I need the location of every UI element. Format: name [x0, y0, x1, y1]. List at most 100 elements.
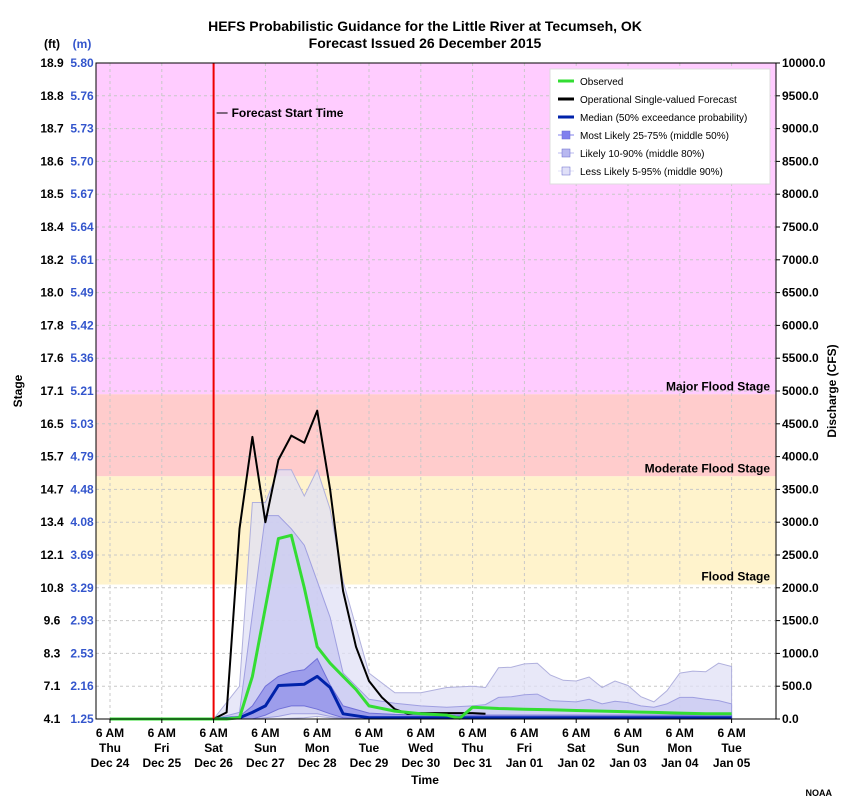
x-tick-label: Dec 25 [142, 756, 181, 770]
left-tick-ft: 18.9 [40, 56, 64, 70]
x-tick-label: 6 AM [355, 726, 383, 740]
x-tick-label: Sat [567, 741, 586, 755]
left-tick-m: 5.70 [70, 154, 94, 168]
legend-label: Most Likely 25-75% (middle 50%) [580, 131, 729, 142]
left-tick-m: 4.08 [70, 515, 94, 529]
x-tick-label: 6 AM [251, 726, 279, 740]
left-tick-m: 5.80 [70, 56, 94, 70]
x-tick-label: Jan 03 [609, 756, 647, 770]
x-tick-label: Dec 31 [453, 756, 492, 770]
left-tick-m: 3.69 [70, 548, 94, 562]
y-axis-title-right: Discharge (CFS) [825, 344, 839, 437]
x-tick-label: 6 AM [562, 726, 590, 740]
x-axis-title: Time [411, 773, 439, 787]
flood-zone-label: Major Flood Stage [666, 379, 770, 393]
legend-label: Operational Single-valued Forecast [580, 95, 737, 106]
y-axis-title-left: Stage [11, 374, 25, 407]
left-tick-m: 4.79 [70, 450, 94, 464]
x-tick-label: 6 AM [458, 726, 486, 740]
left-tick-m: 5.36 [70, 351, 94, 365]
x-tick-label: Sun [617, 741, 640, 755]
x-tick-label: Thu [99, 741, 121, 755]
right-tick-label: 1000.0 [782, 646, 819, 660]
right-tick-label: 3500.0 [782, 482, 819, 496]
credit-noaa: NOAA [806, 788, 833, 798]
flood-zone-labels: Major Flood Stage Moderate Flood Stage Flo… [645, 379, 771, 583]
left-tick-m: 5.03 [70, 417, 94, 431]
x-tick-label: 6 AM [96, 726, 124, 740]
x-tick-label: Jan 05 [713, 756, 751, 770]
flood-zone-band [96, 394, 776, 477]
left-tick-m: 1.25 [70, 712, 94, 726]
legend-label: Likely 10-90% (middle 80%) [580, 149, 705, 160]
x-tick-label: Fri [154, 741, 169, 755]
x-tick-label: Dec 30 [401, 756, 440, 770]
forecast-start-label: Forecast Start Time [232, 106, 344, 120]
left-units-m: (m) [73, 37, 92, 51]
left-tick-ft: 18.0 [40, 286, 64, 300]
left-tick-m: 5.76 [70, 89, 94, 103]
right-tick-label: 0.0 [782, 712, 799, 726]
left-tick-ft: 13.4 [40, 515, 64, 529]
left-tick-ft: 12.1 [40, 548, 64, 562]
legend-swatch-box [561, 130, 571, 140]
legend-label: Observed [580, 77, 623, 88]
x-tick-label: 6 AM [199, 726, 227, 740]
left-tick-ft: 18.7 [40, 122, 64, 136]
left-tick-ft: 18.5 [40, 187, 64, 201]
left-tick-ft: 7.1 [44, 679, 61, 693]
legend-swatch-box [561, 148, 571, 158]
left-tick-m: 5.42 [70, 318, 94, 332]
right-tick-label: 8000.0 [782, 187, 819, 201]
left-tick-m: 2.93 [70, 614, 94, 628]
forecast-start-marker: Forecast Start Time [212, 63, 344, 719]
left-tick-ft: 18.4 [40, 220, 64, 234]
x-tick-label: 6 AM [717, 726, 745, 740]
right-tick-label: 10000.0 [782, 56, 826, 70]
right-tick-label: 3000.0 [782, 515, 819, 529]
x-tick-label: Fri [517, 741, 532, 755]
right-tick-label: 2000.0 [782, 581, 819, 595]
right-tick-label: 6500.0 [782, 286, 819, 300]
chart-title: HEFS Probabilistic Guidance for the Litt… [208, 18, 642, 34]
line-median-50-exceedance-probability- [213, 674, 732, 721]
x-tick-label: 6 AM [148, 726, 176, 740]
left-tick-ft: 17.1 [40, 384, 64, 398]
left-tick-m: 5.61 [70, 253, 94, 267]
right-tick-label: 8500.0 [782, 154, 819, 168]
left-tick-m: 3.29 [70, 581, 94, 595]
flood-zone-band [96, 476, 776, 585]
x-tick-label: Dec 27 [246, 756, 285, 770]
x-tick-label: Dec 29 [350, 756, 389, 770]
right-tick-label: 7000.0 [782, 253, 819, 267]
left-axis-ticks: 18.9 5.80 18.8 5.76 18.7 5.73 18.6 5.70 18.5 5.67… [40, 56, 94, 726]
right-axis-ticks: 10000.0 9500.0 9000.0 8500.0 8000.0 7500.0 700… [776, 56, 826, 726]
right-tick-label: 5000.0 [782, 384, 819, 398]
x-tick-label: Jan 04 [661, 756, 699, 770]
left-tick-ft: 15.7 [40, 450, 64, 464]
x-tick-label: 6 AM [614, 726, 642, 740]
x-tick-label: Sun [254, 741, 277, 755]
left-tick-ft: 17.6 [40, 351, 64, 365]
left-tick-ft: 14.7 [40, 482, 64, 496]
legend: Observed Operational Single-valued Foreca… [549, 68, 771, 185]
x-tick-label: Jan 02 [558, 756, 596, 770]
left-tick-ft: 18.6 [40, 154, 64, 168]
left-tick-m: 5.73 [70, 122, 94, 136]
left-tick-m: 5.67 [70, 187, 94, 201]
right-tick-label: 7500.0 [782, 220, 819, 234]
x-tick-label: Mon [667, 741, 692, 755]
x-tick-label: 6 AM [407, 726, 435, 740]
legend-swatch-box [561, 166, 571, 176]
x-tick-label: 6 AM [303, 726, 331, 740]
right-tick-label: 5500.0 [782, 351, 819, 365]
x-tick-label: 6 AM [510, 726, 538, 740]
x-tick-label: Dec 28 [298, 756, 337, 770]
left-tick-m: 2.16 [70, 679, 94, 693]
left-tick-ft: 10.8 [40, 581, 64, 595]
legend-box [549, 68, 771, 185]
left-tick-ft: 17.8 [40, 318, 64, 332]
left-tick-m: 5.64 [70, 220, 94, 234]
legend-label: Less Likely 5-95% (middle 90%) [580, 167, 723, 178]
